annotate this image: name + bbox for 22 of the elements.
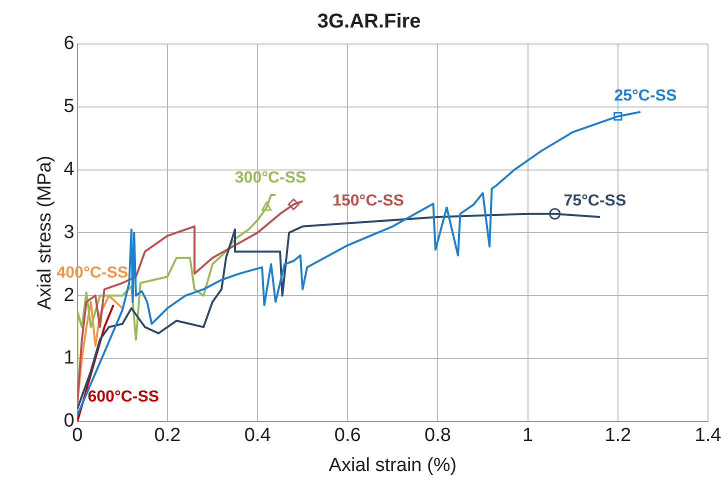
x-tick-label: 1.4: [694, 425, 722, 446]
y-axis-title: Axial stress (MPa): [34, 156, 56, 310]
series-label: 150°C-SS: [332, 192, 404, 210]
y-tick-label: 0: [64, 410, 74, 432]
x-tick-label: 0.4: [244, 425, 272, 446]
y-tick-label: 4: [64, 159, 75, 180]
x-tick-label: 0.2: [154, 425, 181, 446]
x-tick-label: 1: [522, 425, 534, 446]
y-tick-label: 1: [64, 348, 74, 369]
series-label: 300°C-SS: [234, 169, 307, 186]
x-axis-title: Axial strain (%): [328, 454, 457, 476]
x-tick-label: 0.8: [424, 425, 451, 446]
series-label: 25°C-SS: [614, 87, 677, 104]
series-label: 75°C-SS: [564, 192, 626, 210]
series-label: 600°C-SS: [88, 388, 160, 406]
y-tick-label: 6: [64, 33, 74, 54]
y-tick-label: 3: [64, 222, 74, 243]
y-tick-label: 2: [64, 284, 74, 306]
y-tick-label: 5: [64, 96, 74, 118]
x-tick-label: 1.2: [604, 425, 632, 446]
x-tick-label: 0.6: [334, 425, 361, 446]
chart-title: 3G.AR.Fire: [317, 10, 421, 33]
